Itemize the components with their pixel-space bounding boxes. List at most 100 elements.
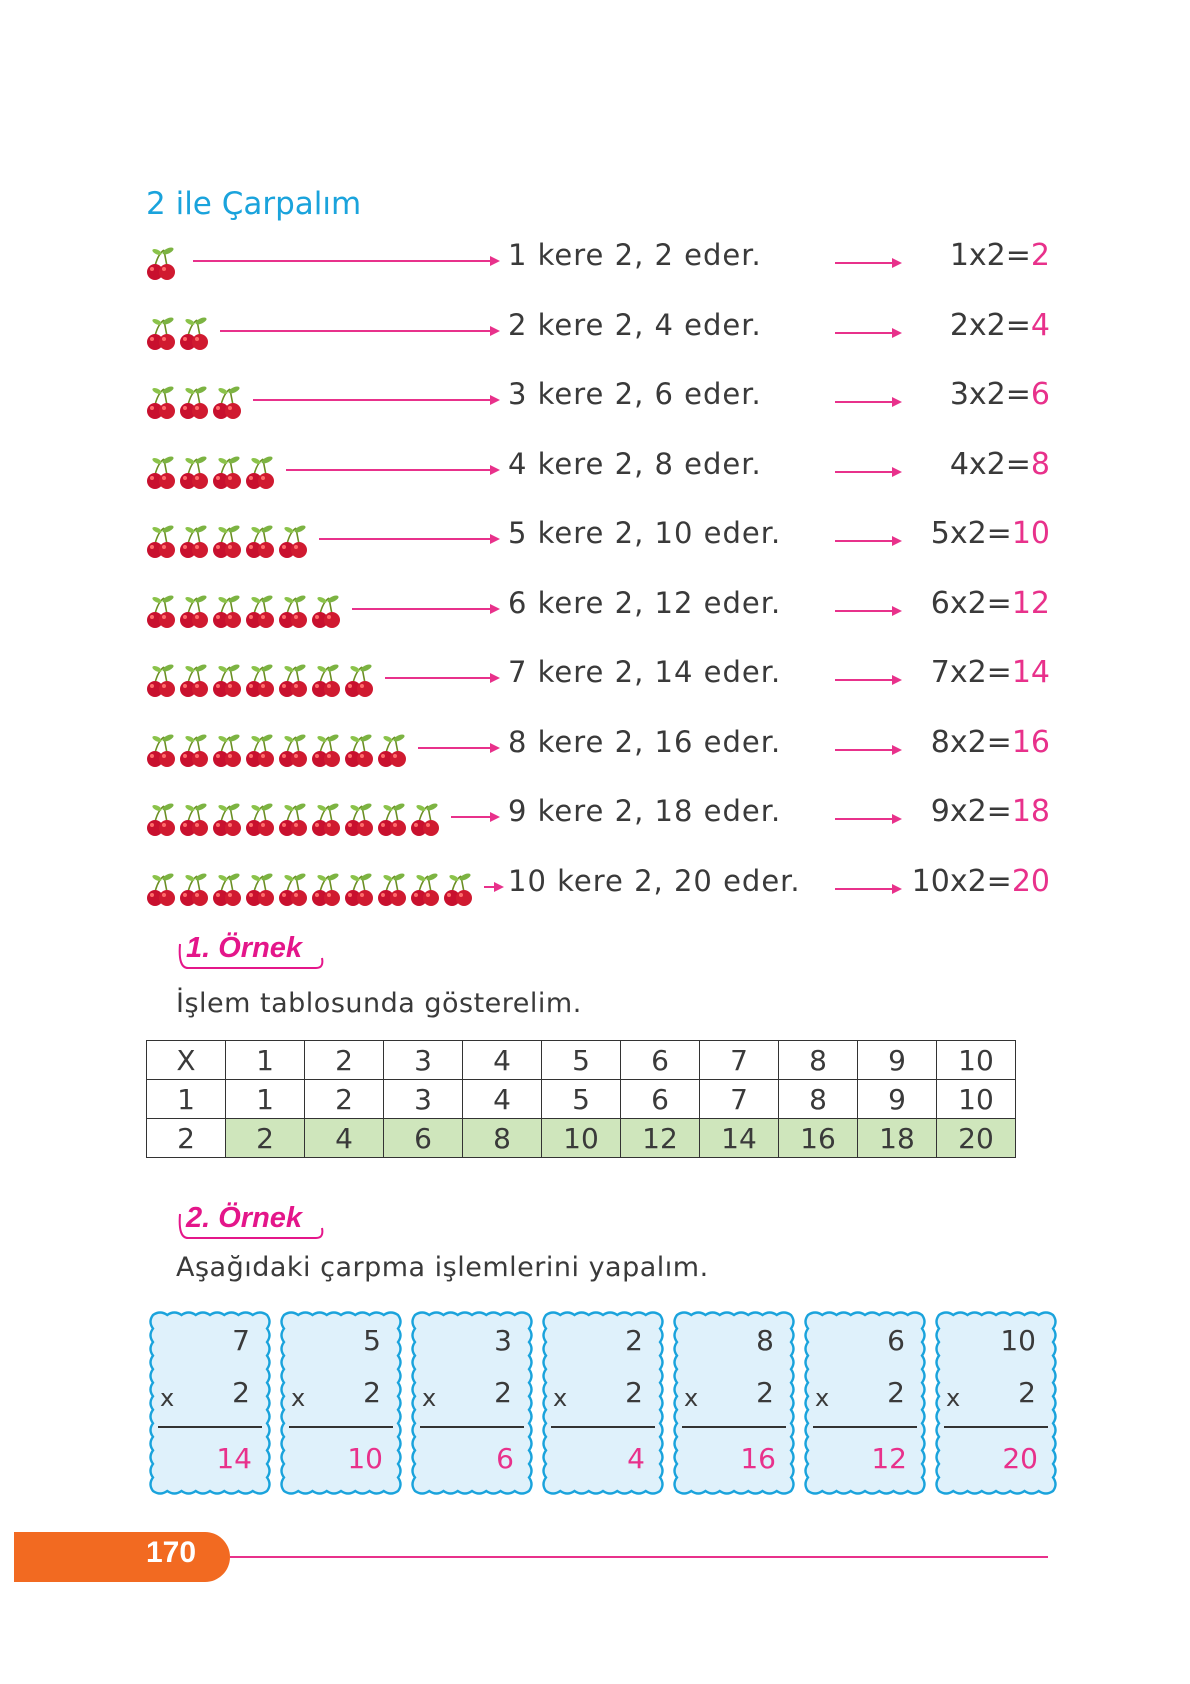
cherry-icons bbox=[147, 386, 241, 419]
multiply-sign: x bbox=[946, 1384, 961, 1412]
card-frame bbox=[804, 1311, 926, 1495]
row-sentence: 9 kere 2, 18 eder. bbox=[508, 794, 782, 828]
row-equation: 7x2=14 bbox=[931, 655, 1050, 690]
multiplication-rows: 1 kere 2, 2 eder. 1x2=2 2 kere 2, 4 eder. 2… bbox=[0, 238, 1190, 906]
cherry-icons bbox=[147, 803, 439, 836]
table-cell: 4 bbox=[462, 1079, 542, 1119]
arrow-right-icon bbox=[418, 742, 500, 753]
multiplication-row: 7 kere 2, 14 eder. 7x2=14 bbox=[0, 655, 1190, 705]
card-multiplicand: 2 bbox=[625, 1324, 643, 1357]
cherry-icon bbox=[246, 734, 274, 767]
operation-table: X 1 2 3 4 5 6 7 8 9 10 1 1 2 3 4 5 6 7 8 9 10 2 2 4 6 8 10 12 14 16 18 2… bbox=[146, 1040, 1016, 1158]
cherry-icon bbox=[444, 873, 472, 906]
cherry-icon bbox=[147, 247, 175, 280]
table-cell: 5 bbox=[541, 1079, 621, 1119]
card-multiplier: 2 bbox=[887, 1376, 905, 1409]
row-sentence: 10 kere 2, 20 eder. bbox=[508, 863, 801, 898]
cherry-icon bbox=[312, 803, 340, 836]
multiplication-card: 7 x 2 14 bbox=[148, 1310, 272, 1496]
row-equation: 6x2=12 bbox=[931, 586, 1050, 621]
cherry-icon bbox=[213, 456, 241, 489]
card-result: 4 bbox=[627, 1442, 645, 1475]
cherry-icon bbox=[246, 595, 274, 628]
arrow-right-icon bbox=[835, 605, 902, 616]
equation-left: 5x2= bbox=[930, 516, 1012, 551]
card-frame bbox=[280, 1311, 402, 1495]
multiply-sign: x bbox=[815, 1384, 830, 1412]
card-result: 16 bbox=[740, 1442, 776, 1475]
row-equation: 5x2=10 bbox=[931, 516, 1050, 551]
card-frame bbox=[935, 1311, 1057, 1495]
multiplication-card: 2 x 2 4 bbox=[541, 1310, 665, 1496]
example1-instruction: İşlem tablosunda gösterelim. bbox=[176, 988, 582, 1019]
arrow-right-icon bbox=[835, 327, 902, 338]
multiplication-row: 3 kere 2, 6 eder. 3x2=6 bbox=[0, 377, 1190, 427]
cherry-icon bbox=[411, 803, 439, 836]
arrow-right-icon bbox=[835, 397, 902, 407]
row-sentence: 6 kere 2, 12 eder. bbox=[508, 585, 782, 620]
row-equation: 8x2=16 bbox=[931, 725, 1050, 760]
cherry-icon bbox=[213, 525, 241, 558]
cherry-icon bbox=[213, 803, 241, 836]
row-sentence: 4 kere 2, 8 eder. bbox=[508, 446, 762, 481]
arrow-right-icon bbox=[220, 325, 500, 336]
row-equation: 10x2=20 bbox=[912, 864, 1050, 899]
card-divider bbox=[420, 1426, 524, 1428]
table-row: X 1 2 3 4 5 6 7 8 9 10 bbox=[146, 1040, 1016, 1080]
row-equation: 4x2=8 bbox=[950, 447, 1050, 482]
multiplication-row: 2 kere 2, 4 eder. 2x2=4 bbox=[0, 308, 1190, 358]
row-equation: 3x2=6 bbox=[950, 377, 1050, 412]
table-cell: 16 bbox=[778, 1118, 858, 1158]
arrow-right-icon bbox=[286, 464, 500, 475]
equation-result: 18 bbox=[1011, 794, 1050, 829]
equation-left: 2x2= bbox=[949, 307, 1031, 343]
cherry-icon bbox=[279, 525, 307, 558]
cherry-icon bbox=[279, 873, 307, 906]
table-header-cell: 6 bbox=[620, 1040, 700, 1080]
table-header-cell: 7 bbox=[699, 1040, 779, 1080]
table-header-cell: 8 bbox=[778, 1040, 858, 1080]
card-multiplier: 2 bbox=[756, 1376, 774, 1409]
cherry-icon bbox=[180, 595, 208, 628]
card-frame bbox=[411, 1311, 533, 1495]
table-cell: 7 bbox=[699, 1079, 779, 1119]
card-multiplicand: 7 bbox=[232, 1324, 250, 1357]
arrow-right-icon bbox=[835, 744, 902, 755]
equation-result: 20 bbox=[1011, 863, 1050, 899]
row-sentence: 8 kere 2, 16 eder. bbox=[508, 724, 782, 759]
card-result: 12 bbox=[871, 1442, 907, 1475]
table-cell: 14 bbox=[699, 1118, 779, 1158]
arrow-right-icon bbox=[835, 536, 902, 546]
multiply-sign: x bbox=[553, 1384, 568, 1412]
example2-instruction: Aşağıdaki çarpma işlemlerini yapalım. bbox=[176, 1252, 709, 1283]
page-number-badge bbox=[14, 1532, 230, 1582]
equation-left: 10x2= bbox=[911, 863, 1012, 899]
multiplication-card: 6 x 2 12 bbox=[803, 1310, 927, 1496]
table-cell: 6 bbox=[383, 1118, 463, 1158]
table-header-cell: X bbox=[146, 1040, 226, 1080]
card-frame bbox=[673, 1311, 795, 1495]
cherry-icon bbox=[147, 873, 175, 906]
multiplication-card: 10 x 2 20 bbox=[934, 1310, 1058, 1496]
card-divider bbox=[158, 1426, 262, 1428]
multiply-sign: x bbox=[160, 1384, 175, 1412]
cherry-icons bbox=[147, 595, 340, 628]
cherry-icon bbox=[213, 734, 241, 767]
example2-bracket bbox=[178, 1213, 324, 1239]
cherry-icon bbox=[147, 803, 175, 836]
table-cell: 9 bbox=[857, 1079, 937, 1119]
cherry-icon bbox=[180, 873, 208, 906]
card-multiplier: 2 bbox=[232, 1376, 250, 1409]
cherry-icon bbox=[246, 803, 274, 836]
cherry-icon bbox=[246, 525, 274, 558]
arrow-right-icon bbox=[835, 883, 902, 894]
equation-left: 6x2= bbox=[930, 585, 1012, 621]
multiplication-row: 10 kere 2, 20 eder. 10x2=20 bbox=[0, 864, 1190, 914]
table-header-cell: 4 bbox=[462, 1040, 542, 1080]
row-sentence: 3 kere 2, 6 eder. bbox=[508, 377, 762, 411]
table-cell: 4 bbox=[304, 1118, 384, 1158]
cherry-icon bbox=[279, 595, 307, 628]
multiplication-card: 8 x 2 16 bbox=[672, 1310, 796, 1496]
cherry-icons bbox=[147, 317, 208, 350]
cherry-icons bbox=[147, 525, 307, 558]
